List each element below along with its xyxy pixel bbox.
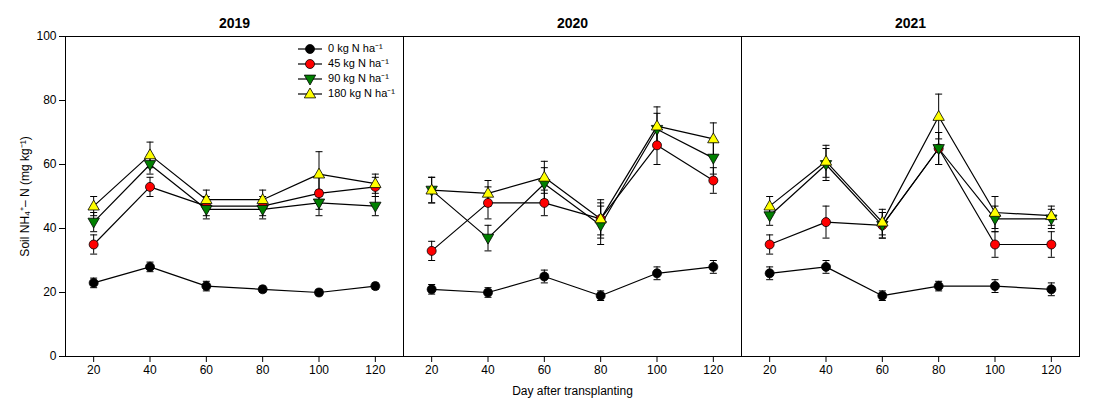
svg-text:2019: 2019 [219,15,250,31]
svg-text:20: 20 [763,363,777,377]
svg-text:20: 20 [43,285,57,299]
svg-text:120: 120 [1041,363,1061,377]
svg-text:60: 60 [200,363,214,377]
svg-text:80: 80 [256,363,270,377]
svg-text:80: 80 [932,363,946,377]
svg-text:100: 100 [36,29,56,43]
svg-text:80: 80 [594,363,608,377]
svg-text:40: 40 [43,221,57,235]
svg-text:20: 20 [425,363,439,377]
svg-text:60: 60 [876,363,890,377]
svg-text:Day after transplanting: Day after transplanting [512,384,633,398]
svg-text:20: 20 [87,363,101,377]
html-text:180 kg N ha⁻¹: 180 kg N ha⁻¹ [328,87,395,99]
svg-text:120: 120 [365,363,385,377]
html-text:0 kg N ha⁻¹: 0 kg N ha⁻¹ [328,42,383,54]
svg-text:60: 60 [43,157,57,171]
svg-text:40: 40 [819,363,833,377]
svg-text:60: 60 [538,363,552,377]
svg-text:100: 100 [647,363,667,377]
html-text:90 kg N ha⁻¹: 90 kg N ha⁻¹ [328,72,389,84]
svg-text:80: 80 [43,93,57,107]
svg-text:40: 40 [143,363,157,377]
svg-text:100: 100 [985,363,1005,377]
svg-text:0: 0 [50,349,57,363]
svg-text:Soil NH₄⁺– N (mg kg⁻¹): Soil NH₄⁺– N (mg kg⁻¹) [18,136,32,256]
svg-text:40: 40 [481,363,495,377]
svg-text:2021: 2021 [895,15,926,31]
html-text:45 kg N ha⁻¹: 45 kg N ha⁻¹ [328,57,389,69]
svg-text:120: 120 [703,363,723,377]
svg-text:100: 100 [309,363,329,377]
svg-text:2020: 2020 [557,15,588,31]
